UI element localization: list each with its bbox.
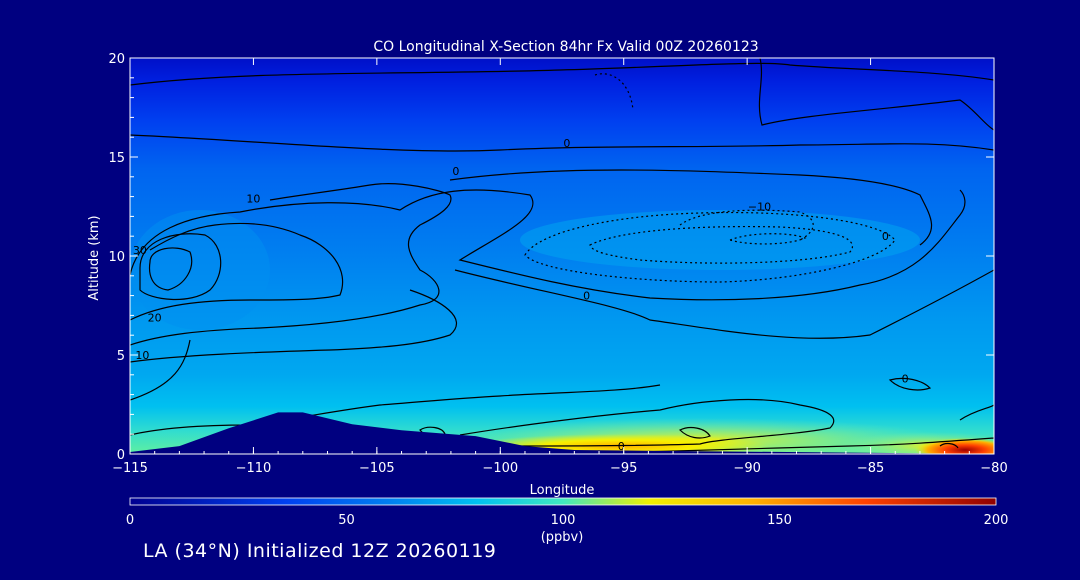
y-tick-label: 5: [117, 349, 125, 364]
contour-label: 0: [452, 165, 459, 178]
x-tick-label: −105: [359, 461, 395, 476]
x-tick-label: −80: [980, 461, 1007, 476]
colorbar-ticks: 0 50 100 150 200: [126, 513, 1009, 528]
contour-label-layer: 0 0 10 −10 30 0 0 20 10 0 0: [133, 137, 909, 453]
contour-label: 0: [902, 373, 909, 386]
x-tick-label: −100: [482, 461, 518, 476]
x-tick-label: −90: [733, 461, 760, 476]
upper-low-co-region: [520, 210, 920, 270]
contour-line: [639, 437, 994, 453]
x-tick-label: −110: [236, 461, 272, 476]
x-tick-label: −85: [857, 461, 884, 476]
initialization-caption: LA (34°N) Initialized 12Z 20260119: [143, 540, 497, 562]
y-tick-label: 10: [108, 250, 125, 265]
colorbar: [129, 497, 997, 506]
x-axis: −115 −110 −105 −100 −95 −90 −85 −80: [112, 58, 1008, 476]
contour-line: [758, 58, 994, 131]
contour-line: [130, 339, 191, 401]
contour-line: [148, 247, 193, 291]
colorbar-tick-label: 150: [767, 513, 792, 528]
colorbar-tick-label: 100: [551, 513, 576, 528]
contour-line: [130, 289, 457, 363]
contour-line: [449, 169, 933, 246]
contour-line-negative: [679, 209, 814, 241]
contour-label: 0: [583, 290, 590, 303]
contour-line: [888, 377, 932, 391]
contour-line: [959, 404, 994, 421]
colorbar-units: (ppbv): [541, 530, 584, 545]
contour-line-negative: [728, 233, 807, 245]
contour-line-negative: [524, 211, 896, 283]
contour-label: 20: [148, 311, 162, 324]
contour-line: [939, 442, 959, 449]
contour-line: [130, 384, 661, 436]
contour-label: 0: [882, 230, 889, 243]
contour-label: −10: [748, 200, 771, 213]
colorbar-tick-label: 50: [338, 513, 355, 528]
y-axis-label: Altitude (km): [87, 215, 102, 300]
contour-line: [454, 269, 994, 339]
y-tick-label: 20: [108, 52, 125, 67]
colorbar-tick-label: 200: [984, 513, 1009, 528]
terrain-mask: [130, 412, 994, 454]
contour-line: [130, 134, 994, 152]
contour-line-negative: [589, 225, 853, 264]
chart-title: CO Longitudinal X-Section 84hr Fx Valid …: [373, 39, 758, 55]
contour-label: 0: [618, 440, 625, 453]
surface-plume-hotspot: [915, 438, 994, 454]
x-tick-label: −95: [610, 461, 637, 476]
contour-lines: [130, 58, 994, 453]
y-tick-label: 0: [117, 448, 125, 463]
contour-line: [130, 183, 452, 346]
x-axis-label: Longitude: [530, 483, 595, 498]
contour-line: [130, 189, 966, 301]
colorbar-tick-label: 0: [126, 513, 134, 528]
y-tick-label: 15: [108, 151, 125, 166]
contour-line: [130, 62, 994, 86]
x-tick-label: −115: [112, 461, 148, 476]
contour-line-negative: [594, 73, 634, 111]
contour-line: [130, 222, 344, 321]
contour-line: [459, 398, 835, 447]
contour-label: 30: [133, 244, 147, 257]
contour-line: [139, 233, 222, 301]
contour-label: 10: [246, 193, 260, 206]
contour-label: 0: [563, 137, 570, 150]
contour-label: 10: [135, 349, 149, 362]
contour-line: [678, 426, 711, 439]
y-axis: 0 5 10 15 20: [108, 52, 994, 463]
